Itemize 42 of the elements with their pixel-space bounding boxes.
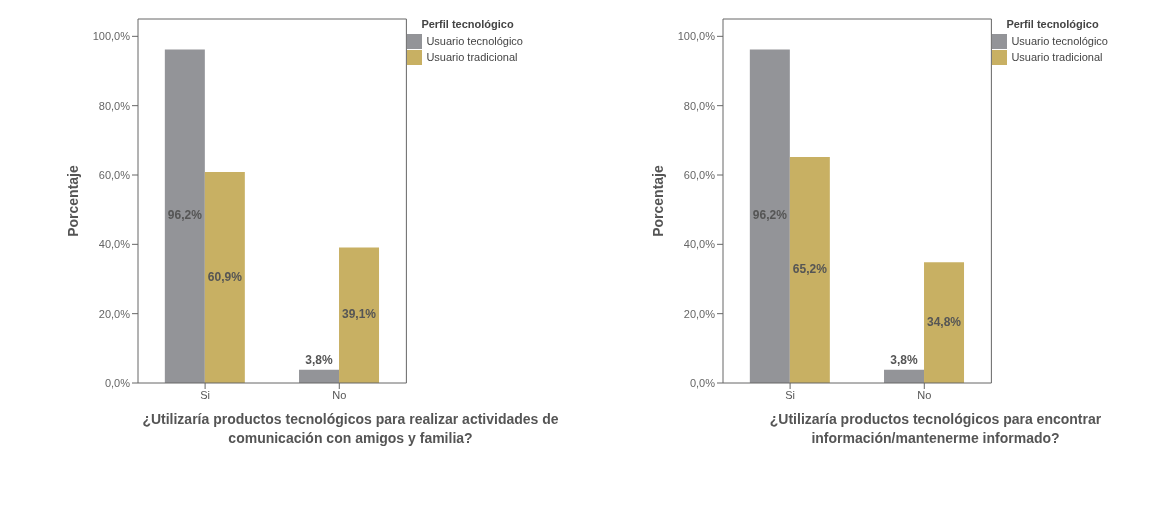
bar <box>789 156 830 383</box>
x-tick-label: Si <box>785 388 795 401</box>
data-label: 96,2% <box>167 208 203 223</box>
x-tick-label: No <box>917 388 932 401</box>
bar <box>299 369 340 383</box>
y-tick-label: 100,0% <box>92 30 131 43</box>
legend-label: Usuario tecnológico <box>1011 35 1108 47</box>
data-label: 3,8% <box>890 352 919 367</box>
x-tick-label: Si <box>200 388 210 401</box>
y-tick-label: 100,0% <box>677 30 716 43</box>
y-axis-title: Porcentaje <box>649 165 666 237</box>
y-tick-label: 20,0% <box>98 307 131 320</box>
y-tick-label: 80,0% <box>683 99 716 112</box>
y-axis-title: Porcentaje <box>64 165 81 237</box>
y-tick-label: 80,0% <box>98 99 131 112</box>
legend-title: Perfil tecnológico <box>421 18 515 30</box>
x-tick-label: No <box>332 388 347 401</box>
bar <box>884 369 925 383</box>
data-label: 39,1% <box>342 307 377 322</box>
data-label: 34,8% <box>927 314 962 329</box>
y-tick-label: 40,0% <box>683 238 716 251</box>
bar <box>164 49 205 383</box>
bar <box>924 262 965 383</box>
legend-label: Usuario tecnológico <box>426 35 523 47</box>
data-label: 96,2% <box>752 208 788 223</box>
y-tick-label: 40,0% <box>98 238 131 251</box>
y-tick-label: 0,0% <box>104 376 131 389</box>
y-tick-label: 60,0% <box>683 168 716 181</box>
data-label: 65,2% <box>792 262 828 277</box>
y-tick-label: 0,0% <box>689 376 716 389</box>
legend-label: Usuario tradicional <box>1011 51 1103 63</box>
bar <box>339 247 380 383</box>
data-label: 60,9% <box>207 269 243 284</box>
x-axis-title: ¿Utilizaría productos tecnológicos para encontrar información/mantenerme informado? <box>768 410 1103 448</box>
data-label: 3,8% <box>305 352 334 367</box>
y-tick-label: 20,0% <box>683 307 716 320</box>
bar <box>749 49 790 383</box>
x-axis-title: ¿Utilizaría productos tecnológicos para realizar actividades de comunicación con amigos y familia? <box>141 410 560 448</box>
bar <box>204 171 245 383</box>
legend-title: Perfil tecnológico <box>1006 18 1100 30</box>
y-tick-label: 60,0% <box>98 168 131 181</box>
legend-label: Usuario tradicional <box>426 51 518 63</box>
